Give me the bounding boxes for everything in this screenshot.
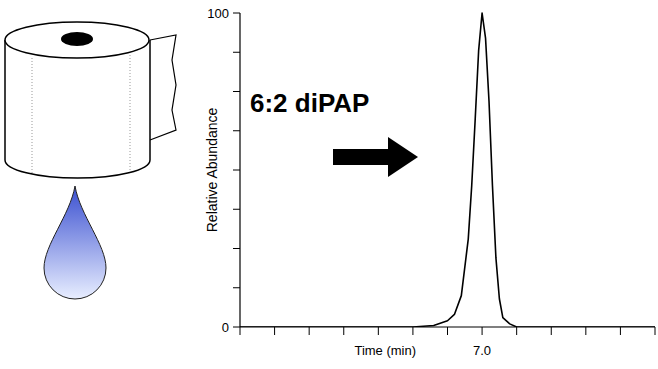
x-tick-label: 7.0: [473, 343, 491, 358]
plot-area: [240, 13, 655, 327]
annotation-arrow: [333, 137, 418, 177]
y-tick: [233, 170, 240, 171]
perforation: [130, 55, 131, 172]
annotation: 6:2 diPAP: [250, 88, 369, 118]
chromatogram-line: [240, 13, 655, 327]
roll-top: [5, 22, 149, 58]
y-axis-label: Relative Abundance: [204, 108, 220, 233]
roll-body: [5, 40, 150, 178]
paper-tail: [150, 35, 176, 140]
x-tick: [516, 327, 517, 335]
x-tick: [309, 327, 310, 335]
y-tick: [233, 130, 240, 131]
y-tick: [233, 52, 240, 53]
x-tick: [378, 327, 379, 335]
x-tick: [240, 327, 241, 335]
y-tick: [233, 327, 240, 328]
x-tick: [620, 327, 621, 335]
y-tick: [233, 91, 240, 92]
y-tick: [233, 287, 240, 288]
x-tick: [274, 327, 275, 335]
icons: [5, 22, 176, 299]
x-tick: [343, 327, 344, 335]
y-tick: [233, 209, 240, 210]
x-tick: [412, 327, 413, 335]
x-tick: [447, 327, 448, 335]
x-tick: [655, 327, 656, 335]
water-drop: [44, 186, 106, 299]
x-tick: [482, 327, 483, 335]
chart: 7.0 0 100 Relative Abundance Time (min) 6:2 d…: [0, 0, 658, 369]
roll-hole: [61, 32, 93, 46]
y-tick-label: 0: [222, 320, 229, 335]
perforation: [32, 58, 33, 174]
x-tick: [551, 327, 552, 335]
x-tick: [585, 327, 586, 335]
y-tick: [233, 13, 240, 14]
axes: 7.0 0 100: [207, 6, 655, 358]
y-tick-label: 100: [207, 6, 229, 21]
y-tick: [233, 248, 240, 249]
x-axis-label: Time (min): [354, 343, 416, 358]
